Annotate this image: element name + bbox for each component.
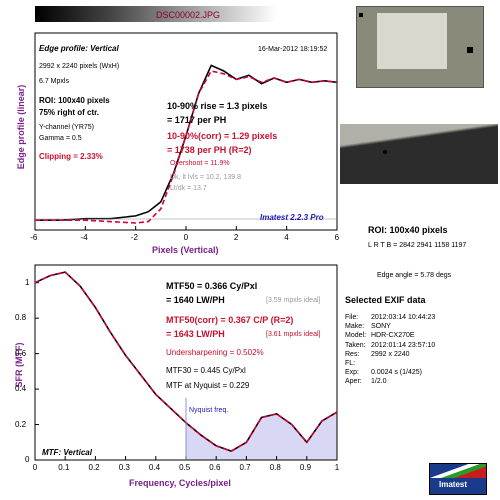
edge-xlabel: Pixels (Vertical) — [152, 245, 219, 255]
mtf50-corr-ideal-text: [3.61 mpxls ideal] — [266, 331, 321, 338]
edge-xtick-label: -6 — [30, 233, 38, 242]
exif-key: Aper: — [345, 378, 362, 386]
edge-xtick-label: 6 — [334, 233, 340, 242]
edge-angle-label: Edge angle = 5.78 degs — [377, 272, 452, 279]
exif-value: 2012:01:14 23:57:10 — [371, 341, 436, 349]
edge-xtick-label: -4 — [80, 233, 88, 242]
mtf-ytick-label: 0.8 — [15, 313, 27, 323]
chart-thumbnail — [356, 6, 484, 88]
exif-value: 2012:03:14 10:44:23 — [371, 314, 436, 321]
imatest-logo-text: Imatest — [439, 480, 468, 489]
edge-xtick-label: 0 — [183, 233, 189, 242]
chart-thumbnail-inner — [377, 13, 447, 69]
rise-ph-text: = 1717 per PH — [167, 115, 227, 125]
edge-xtick-label: 2 — [233, 233, 239, 242]
nyquist-label: Nyquist freq. — [189, 407, 229, 414]
mtf-xtick-label: 0.8 — [269, 463, 281, 472]
exif-key: Model: — [345, 332, 367, 340]
chart-thumbnail-marker — [359, 13, 363, 17]
mtf50-ideal-text: [3.59 mpxls ideal] — [266, 297, 321, 304]
mtf-ytick-label: 0 — [25, 455, 30, 464]
imatest-logo: Imatest — [429, 463, 487, 495]
levels-text: Dk, lt lvls = 10.2, 139.8 — [170, 174, 242, 181]
mtf-nyquist-text: MTF at Nyquist = 0.229 — [166, 381, 250, 390]
rise-text: 10-90% rise = 1.3 pixels — [167, 101, 268, 111]
edge-ylabel: Edge profile (linear) — [16, 84, 26, 170]
exif-title: Selected EXIF data — [345, 295, 426, 305]
title-strip — [35, 6, 337, 22]
imatest-logo-stripe — [430, 464, 486, 478]
exif-value: HDR-CX270E — [371, 332, 415, 340]
mtf-heading: MTF: Vertical — [42, 448, 92, 457]
exif-key: Taken: — [345, 341, 366, 349]
exif-key: File: — [345, 314, 359, 321]
channel-info: Y-channel (YR75) — [39, 124, 94, 131]
mtf50-corr-text: MTF50(corr) = 0.367 C/P (R=2) — [166, 315, 294, 325]
mtf50-lwph-text: = 1640 LW/PH — [166, 295, 225, 305]
undersharpening-text: Undersharpening = 0.502% — [166, 348, 264, 357]
mtf-ytick-label: 1 — [25, 277, 30, 287]
version-label: Imatest 2.2.3 Pro — [260, 213, 324, 222]
rise-corr-text: 10-90%(corr) = 1.29 pixels — [167, 131, 278, 141]
mtf-xtick-label: 0.1 — [58, 463, 70, 472]
edge-heading: Edge profile: Vertical — [39, 44, 119, 53]
mtf-xlabel: Frequency, Cycles/pixel — [129, 478, 231, 488]
exif-value: SONY — [371, 323, 391, 331]
edge-xtick-label: -2 — [130, 233, 138, 242]
mtf50-corr-lwph-text: = 1643 LW/PH — [166, 329, 225, 339]
rise-corr-ph-text: = 1738 per PH (R=2) — [167, 145, 252, 155]
roi-crop-dot — [383, 150, 387, 154]
chart-thumbnail-corner — [467, 47, 473, 53]
pixels-info: 2992 x 2240 pixels (WxH) — [39, 63, 120, 70]
roi-info: ROI: 100x40 pixels — [39, 96, 110, 105]
mpxls-info: 6.7 Mpxls — [39, 78, 69, 85]
mtf-xtick-label: 0.7 — [239, 463, 251, 472]
file-name: DSC00002.JPG — [156, 10, 221, 20]
mtf-xtick-label: 0.3 — [118, 463, 130, 472]
mtf-ytick-label: 0.6 — [15, 348, 27, 358]
mtf30-text: MTF30 = 0.445 Cy/Pxl — [166, 366, 246, 375]
exif-key: Exp: — [345, 369, 360, 377]
mtf-xtick-label: 0.6 — [209, 463, 221, 472]
edge-xtick-label: 4 — [284, 233, 289, 242]
clipping-info: Clipping = 2.33% — [39, 152, 103, 161]
mtf-xtick-label: 0 — [32, 463, 38, 472]
mtf-ytick-label: 0.2 — [15, 419, 27, 429]
mtf-xtick-label: 0.2 — [88, 463, 100, 472]
mtf-xtick-label: 1 — [334, 463, 340, 472]
ctr-info: 75% right of ctr. — [39, 108, 100, 117]
edge-timestamp: 16-Mar-2012 18:19:52 — [258, 46, 328, 53]
lrtb-label: L R T B = 2842 2941 1158 1197 — [368, 242, 467, 249]
overshoot-text: Overshoot = 11.9% — [170, 160, 230, 167]
mtf-xtick-label: 0.9 — [299, 463, 312, 472]
mtf-ytick-label: 0.4 — [15, 384, 27, 394]
lt-dk-text: Lt/dk = 13.7 — [170, 185, 207, 192]
exif-key: FL: — [345, 360, 356, 367]
roi-crop — [340, 124, 498, 184]
edge-profile-red-curve — [35, 70, 338, 224]
exif-value: 0.0024 s (1/425) — [371, 369, 422, 377]
mtf-nyquist-fill — [186, 412, 337, 460]
edge-profile-black-curve — [35, 64, 338, 221]
mtf-xtick-label: 0.4 — [148, 463, 161, 472]
exif-key: Make: — [345, 323, 365, 331]
exif-key: Res: — [345, 350, 360, 358]
roi-label: ROI: 100x40 pixels — [368, 225, 448, 235]
exif-value: 2992 x 2240 — [371, 350, 410, 358]
exif-value: 1/2.0 — [371, 378, 387, 386]
mtf-xtick-label: 0.5 — [179, 463, 191, 472]
mtf50-text: MTF50 = 0.366 Cy/Pxl — [166, 281, 258, 291]
gamma-info: Gamma = 0.5 — [39, 135, 82, 142]
